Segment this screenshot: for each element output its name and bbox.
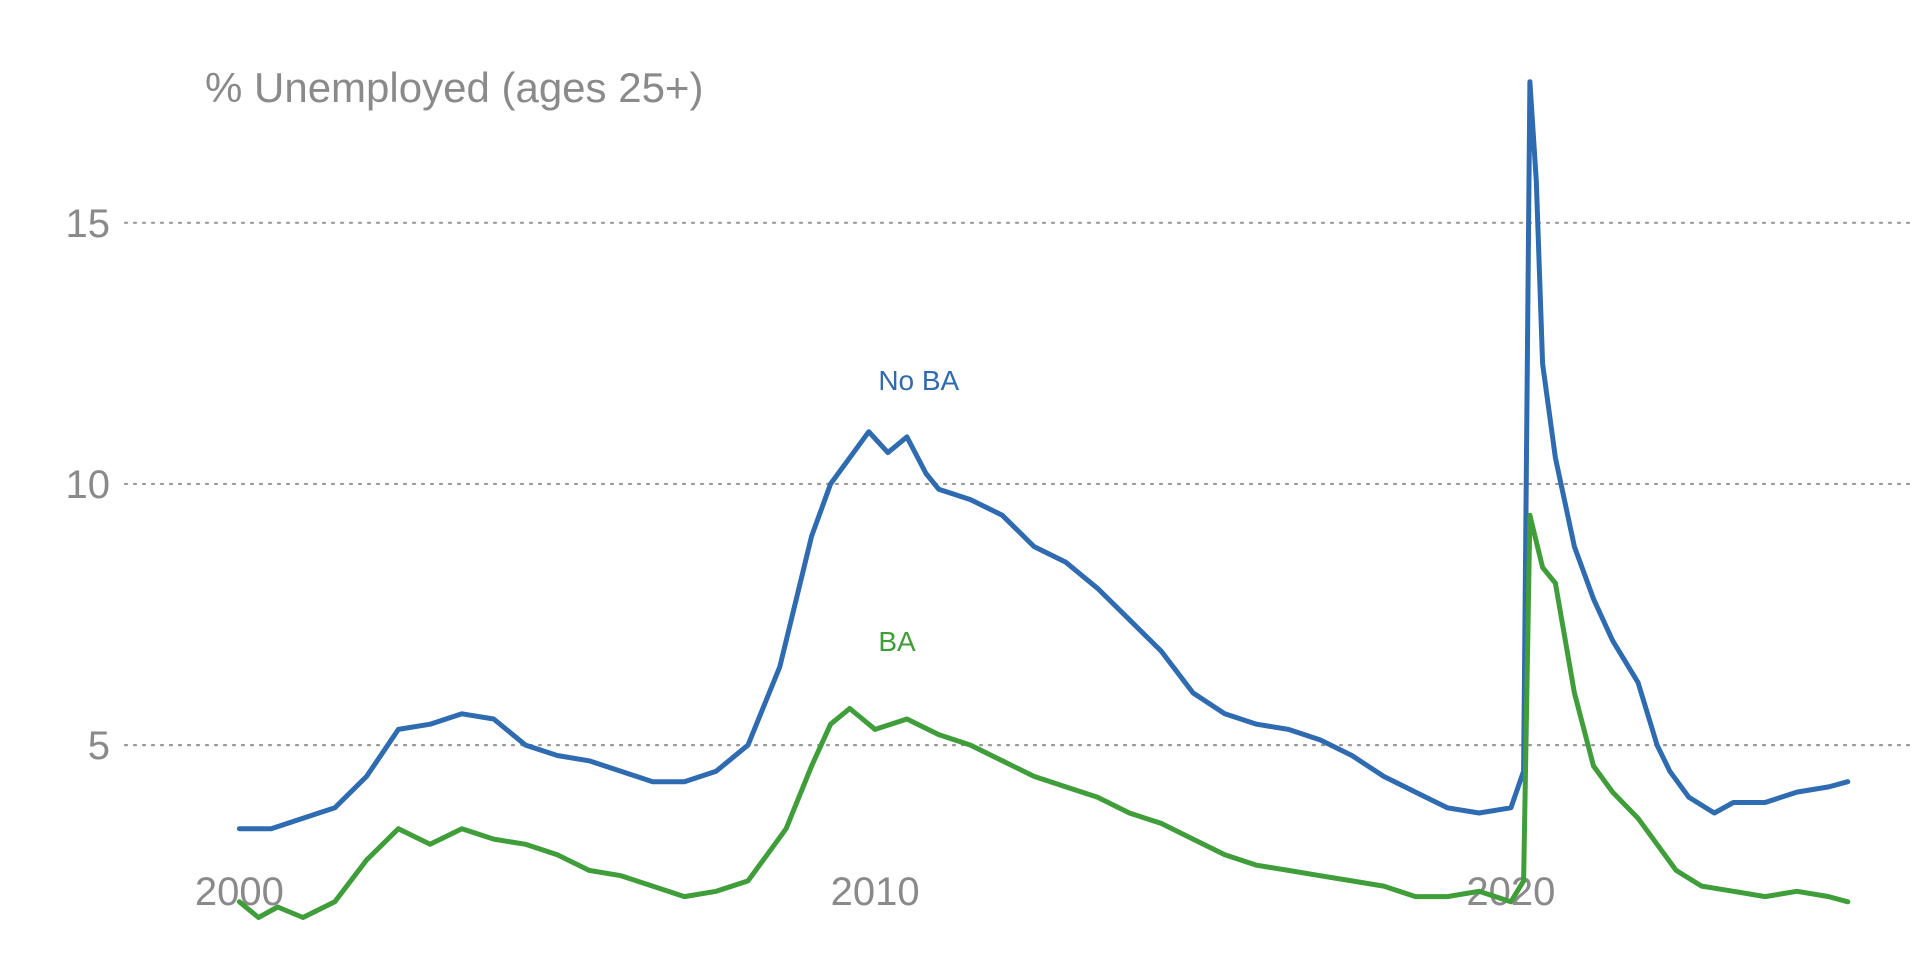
series-line-no-ba [236,79,1851,832]
x-axis-ticks: 2000 2010 2020 [195,870,1555,914]
chart-title: % Unemployed (ages 25+) [205,64,703,111]
gridlines [123,221,1914,747]
series-line-ba [236,512,1851,920]
y-tick-label-10: 10 [66,463,111,507]
y-axis-ticks: 5 10 15 [66,202,111,768]
series-lines [236,79,1851,920]
x-tick-label-2000: 2000 [195,870,284,914]
y-tick-label-5: 5 [88,724,110,768]
y-tick-label-15: 15 [66,202,111,246]
series-labels: No BA BA [878,365,959,657]
series-label-no-ba: No BA [878,365,959,396]
series-label-ba: BA [878,626,916,657]
x-tick-label-2010: 2010 [831,870,920,914]
